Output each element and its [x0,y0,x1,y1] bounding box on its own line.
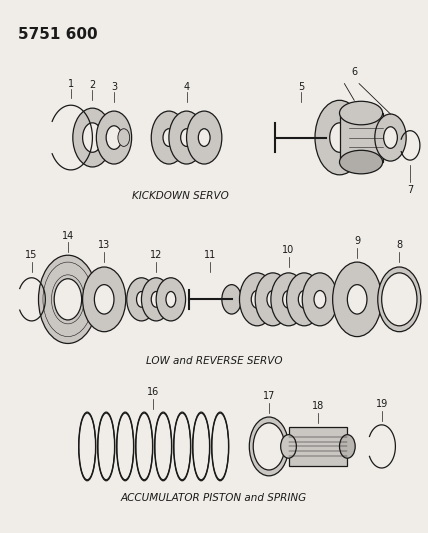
Ellipse shape [318,126,333,149]
Ellipse shape [155,412,172,481]
Ellipse shape [54,279,82,320]
Text: 10: 10 [282,245,294,255]
Ellipse shape [271,273,306,326]
Ellipse shape [174,412,191,481]
Text: 12: 12 [150,250,162,260]
Text: 6: 6 [351,67,357,77]
Ellipse shape [106,126,122,149]
Ellipse shape [330,123,349,152]
Ellipse shape [96,111,132,164]
Ellipse shape [83,267,126,332]
Ellipse shape [83,123,102,152]
Ellipse shape [251,290,263,308]
Ellipse shape [73,108,112,167]
Ellipse shape [222,285,241,314]
Text: 3: 3 [111,83,117,92]
Text: 19: 19 [375,399,388,409]
Ellipse shape [382,273,417,326]
Ellipse shape [95,285,114,314]
Text: LOW and REVERSE SERVO: LOW and REVERSE SERVO [146,356,282,366]
Ellipse shape [315,100,364,175]
Ellipse shape [141,278,171,321]
Ellipse shape [166,292,176,307]
Text: 18: 18 [312,401,324,411]
Text: 4: 4 [184,83,190,92]
Ellipse shape [187,111,222,164]
Text: 16: 16 [147,387,159,398]
Ellipse shape [193,412,210,481]
Text: 11: 11 [204,250,216,260]
Ellipse shape [211,412,229,481]
Ellipse shape [181,129,193,147]
Text: 8: 8 [396,240,402,251]
Text: 13: 13 [98,240,110,251]
Ellipse shape [339,434,355,458]
Ellipse shape [198,129,210,147]
Text: 14: 14 [62,230,74,240]
Text: 5: 5 [298,83,304,92]
Text: 15: 15 [25,250,38,260]
Text: 17: 17 [263,391,275,401]
Ellipse shape [249,417,288,476]
Text: KICKDOWN SERVO: KICKDOWN SERVO [132,191,229,201]
Ellipse shape [169,111,204,164]
Ellipse shape [333,262,382,337]
Ellipse shape [156,278,186,321]
Text: 7: 7 [407,184,413,195]
Ellipse shape [151,111,187,164]
Ellipse shape [375,114,406,161]
Ellipse shape [39,255,97,343]
Ellipse shape [298,290,310,308]
Ellipse shape [253,423,285,470]
Ellipse shape [151,292,161,307]
Ellipse shape [348,285,367,314]
Ellipse shape [314,290,326,308]
Ellipse shape [302,273,338,326]
Ellipse shape [79,412,96,481]
Ellipse shape [282,290,294,308]
Ellipse shape [137,292,146,307]
Ellipse shape [118,129,130,147]
Ellipse shape [267,290,279,308]
Ellipse shape [240,273,275,326]
FancyBboxPatch shape [339,113,383,162]
Ellipse shape [163,129,175,147]
Ellipse shape [287,273,322,326]
Text: 9: 9 [354,237,360,246]
Ellipse shape [255,273,291,326]
FancyBboxPatch shape [288,427,348,466]
Text: 5751 600: 5751 600 [18,27,98,42]
Text: ACCUMULATOR PISTON and SPRING: ACCUMULATOR PISTON and SPRING [121,494,307,504]
Text: 1: 1 [68,78,74,88]
Ellipse shape [127,278,156,321]
Ellipse shape [339,101,383,125]
Text: 2: 2 [89,80,95,91]
Ellipse shape [383,127,397,148]
Ellipse shape [339,150,383,174]
Ellipse shape [136,412,153,481]
Ellipse shape [117,412,134,481]
Ellipse shape [98,412,115,481]
Ellipse shape [281,434,296,458]
Ellipse shape [378,267,421,332]
